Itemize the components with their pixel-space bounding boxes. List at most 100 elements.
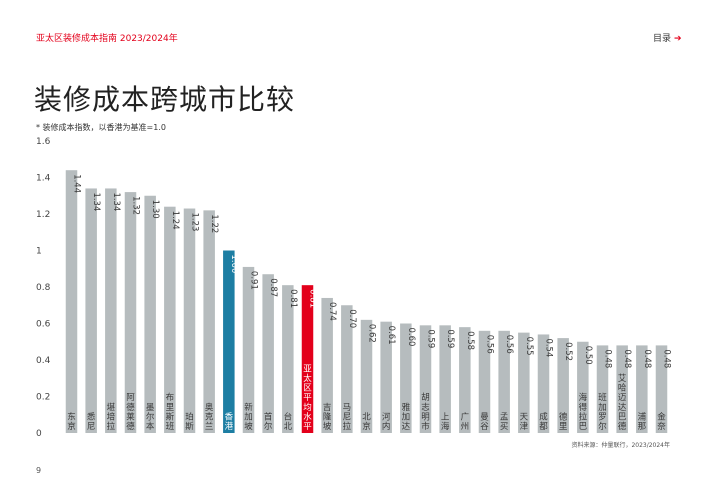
bar	[655, 345, 668, 433]
bar	[360, 319, 373, 433]
bar-value-label: 1.23	[190, 213, 200, 232]
category-label: 北京	[362, 412, 371, 432]
bar-value-label: 0.62	[367, 324, 377, 343]
page-number: 9	[36, 466, 42, 475]
bar	[636, 345, 648, 433]
bar-value-label: 0.74	[327, 302, 337, 321]
bar	[85, 188, 97, 433]
bar	[518, 332, 530, 433]
category-label: 广州	[461, 411, 470, 432]
bar	[419, 325, 432, 433]
page-title: 装修成本跨城市比较	[34, 83, 296, 116]
bar-value-label: 0.48	[622, 349, 632, 368]
bar-value-label: 0.48	[642, 349, 652, 368]
bar	[478, 330, 491, 433]
bar-value-label: 0.60	[406, 328, 416, 347]
category-label: 成都	[539, 411, 548, 432]
category-label: 台北	[284, 411, 293, 432]
bar	[321, 297, 333, 433]
bar-value-label: 0.56	[485, 335, 495, 354]
arrow-right-icon: ➔	[674, 34, 682, 44]
category-label: 曼谷	[480, 412, 489, 432]
category-label: 堪培拉	[107, 402, 116, 432]
bar	[105, 188, 117, 433]
bar	[203, 210, 215, 433]
bar	[537, 334, 550, 433]
bar-value-label: 0.55	[524, 337, 534, 356]
category-label: 河内	[382, 411, 391, 432]
category-label: 胡志明市	[421, 392, 430, 432]
bar	[183, 208, 196, 433]
bar	[596, 345, 609, 433]
value-labels: 1.44 1.34 1.34 1.32 1.30 1.24 1.23 1.22 1.00 0.91…	[72, 174, 672, 368]
bar	[301, 285, 314, 433]
toc-label[interactable]: 目录	[653, 34, 672, 44]
y-tick-label: 1	[36, 247, 42, 257]
category-label: 马尼拉	[343, 403, 352, 432]
category-label: 浦那	[638, 411, 647, 432]
category-label: 海得拉巴	[579, 392, 588, 432]
category-label: 吉隆坡	[323, 403, 332, 432]
category-label: 悉尼	[87, 411, 96, 432]
y-tick-label: 0.6	[36, 320, 51, 330]
category-label: 珀斯	[185, 411, 194, 432]
category-label: 雅加达	[402, 402, 411, 432]
bar-value-label: 0.54	[544, 338, 554, 357]
bar	[459, 327, 471, 433]
bar	[223, 250, 235, 433]
bar	[498, 330, 510, 433]
bar	[124, 192, 137, 433]
category-label: 香港	[225, 411, 234, 432]
category-label: 首尔	[264, 411, 273, 432]
y-tick-label: 0.4	[36, 356, 51, 366]
bar	[616, 345, 628, 433]
bar	[65, 170, 78, 433]
source-note: 资料来源：仲量联行，2023/2024年	[571, 442, 670, 449]
bar-value-label: 0.59	[426, 329, 436, 348]
bar	[341, 305, 353, 433]
category-label: 金奈	[657, 411, 666, 432]
bar-value-label: 0.61	[386, 326, 396, 345]
bar	[164, 206, 176, 433]
bar	[577, 341, 589, 433]
y-tick-label: 1.2	[36, 210, 50, 220]
bar	[439, 325, 451, 433]
bar-value-label: 0.52	[563, 342, 573, 361]
category-label: 天津	[520, 412, 529, 432]
bar-value-label: 1.34	[111, 192, 121, 211]
bar-value-label: 0.59	[445, 329, 455, 348]
bar-value-label: 0.81	[308, 289, 318, 308]
bar-value-label: 1.24	[170, 211, 180, 230]
bar-value-label: 1.30	[150, 200, 160, 219]
bar-value-label: 1.44	[72, 174, 82, 193]
bar	[242, 266, 255, 433]
bar-value-label: 0.58	[465, 331, 475, 350]
bar	[380, 321, 392, 433]
toc-link[interactable]: 目录 ➔	[653, 31, 682, 44]
category-label: 东京	[67, 411, 76, 432]
y-tick-label: 0.2	[36, 393, 50, 403]
bar-value-label: 0.81	[288, 289, 298, 308]
bar	[144, 195, 156, 433]
bar-value-label: 0.48	[603, 349, 613, 368]
bar-value-label: 1.22	[209, 214, 219, 233]
bar-value-label: 1.34	[91, 192, 101, 211]
bars	[65, 170, 668, 433]
bar	[400, 323, 412, 433]
bar	[557, 338, 569, 433]
category-label: 亚太区平均水平	[303, 364, 312, 432]
y-tick-label: 0.8	[36, 283, 51, 293]
bar-value-label: 0.70	[347, 309, 357, 328]
y-axis: 0 0.2 0.4 0.6 0.8 1 1.2 1.4 1.6	[36, 137, 51, 439]
category-label: 阿德莱德	[126, 393, 135, 432]
category-label: 上海	[441, 412, 450, 432]
bar-value-label: 0.56	[504, 335, 514, 354]
report-header-title: 亚太区装修成本指南 2023/2024年	[36, 34, 178, 44]
category-label: 艾哈迈达巴德	[618, 374, 627, 432]
category-label: 奥克兰	[205, 402, 214, 432]
category-label: 布里斯班	[166, 392, 175, 432]
category-label: 孟买	[500, 411, 509, 432]
bar-value-label: 1.32	[131, 196, 141, 215]
